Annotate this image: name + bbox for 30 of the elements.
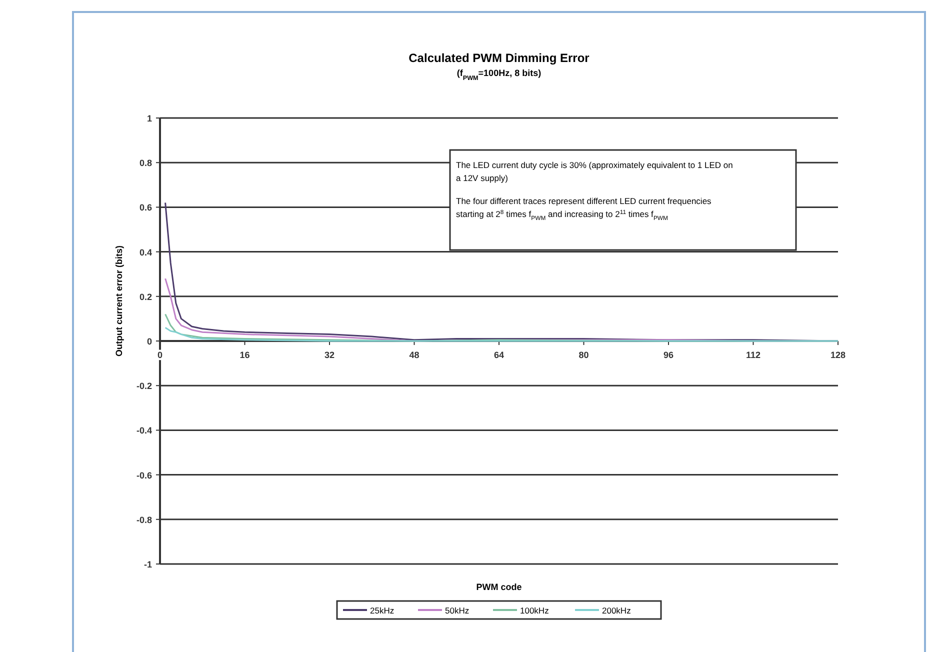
y-tick-label: 0.8 bbox=[139, 158, 152, 168]
chart-subtitle: (f$_{PWM}$=100Hz, 8 bits) bbox=[456, 68, 542, 82]
x-tick-label: 16 bbox=[240, 350, 250, 360]
x-tick-label: 64 bbox=[494, 350, 504, 360]
x-tick-label: 48 bbox=[409, 350, 420, 360]
y-tick-label: 0.2 bbox=[139, 292, 152, 302]
x-tick-label: 112 bbox=[746, 350, 761, 360]
legend-label: 50kHz bbox=[445, 606, 470, 616]
y-axis-title: Output current error (bits) bbox=[114, 245, 124, 357]
x-tick-label: 128 bbox=[830, 350, 846, 360]
y-tick-label: 0.4 bbox=[139, 247, 152, 258]
y-tick-label: 0.6 bbox=[139, 202, 152, 213]
annotation: The LED current duty cycle is 30% (approximately equivalent to 1 LED on a 12V supply) bbox=[456, 160, 734, 183]
y-tick-label: -1 bbox=[144, 560, 152, 570]
y-tick-label: -0.6 bbox=[136, 470, 152, 480]
chart-title: Calculated PWM Dimming Error bbox=[408, 51, 590, 65]
legend-label: 100kHz bbox=[520, 606, 549, 616]
legend-label: 25kHz bbox=[370, 606, 394, 616]
x-tick-label: 32 bbox=[324, 350, 335, 360]
legend-label: 200kHz bbox=[602, 606, 631, 616]
y-tick-label: -0.4 bbox=[136, 426, 152, 436]
line-series bbox=[164, 326, 839, 342]
y-tick-label: 1 bbox=[146, 114, 152, 124]
y-tick-label: 0 bbox=[146, 336, 152, 346]
x-tick-label: 96 bbox=[663, 350, 674, 360]
x-tick-label: 80 bbox=[578, 350, 589, 360]
note-box: The LED current duty cycle is 30% (approximately equivalent to 1 LED on a 12V supply) The four different traces represent different LED current frequencies starting at 2$^{8}$ times f$_{PWM}$ and increasing to 2$^{11}$ times f$_{PWM}$ bbox=[449, 149, 797, 251]
y-tick-label: -0.2 bbox=[136, 381, 152, 392]
y-tick-label: -0.8 bbox=[136, 514, 152, 525]
x-axis-title: PWM code bbox=[476, 582, 522, 592]
